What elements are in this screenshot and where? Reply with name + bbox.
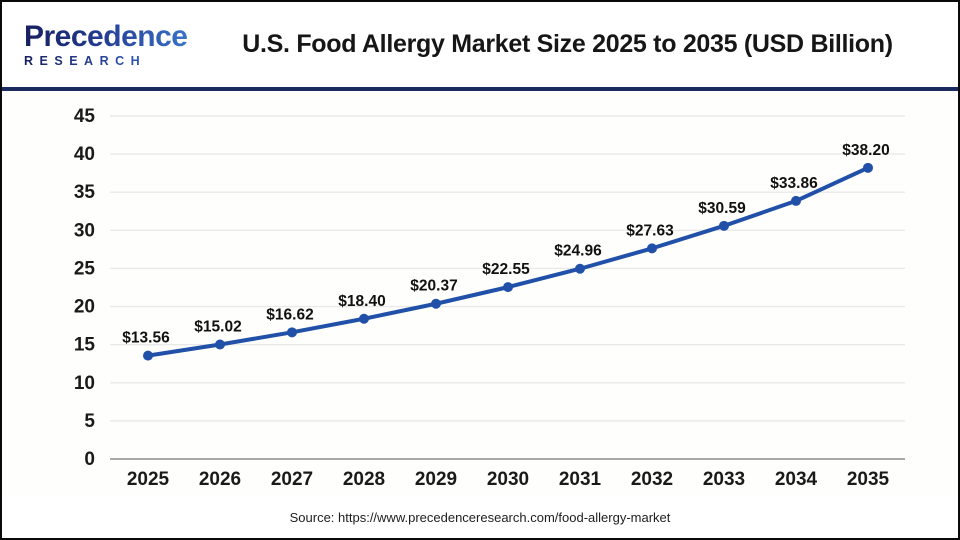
y-tick-label: 0 [84, 449, 95, 470]
data-point [719, 220, 729, 231]
x-tick-label: 2028 [343, 469, 385, 490]
data-point-label: $13.56 [122, 330, 170, 347]
data-point [143, 350, 153, 361]
data-point [791, 195, 801, 206]
y-tick-label: 20 [74, 297, 95, 318]
y-tick-label: 5 [84, 411, 95, 432]
y-tick-label: 30 [74, 220, 95, 241]
y-tick-label: 40 [74, 144, 95, 165]
x-tick-label: 2033 [703, 469, 745, 490]
data-point [863, 162, 873, 173]
data-point-label: $24.96 [554, 243, 602, 260]
chart-title: U.S. Food Allergy Market Size 2025 to 20… [242, 30, 893, 58]
data-point [215, 339, 225, 350]
x-tick-label: 2032 [631, 469, 673, 490]
data-point-label: $33.86 [770, 175, 818, 192]
x-tick-label: 2029 [415, 469, 457, 490]
data-point-label: $15.02 [194, 319, 241, 336]
data-point [287, 327, 297, 338]
x-tick-label: 2035 [847, 469, 890, 490]
chart-area: 0 5 10 15 20 25 30 35 40 45 $13.56 2025 $15.02 2026 $1… [2, 91, 958, 497]
data-point-label: $22.55 [482, 261, 530, 278]
line-chart: 051015202530354045$13.562025$15.022026$1… [74, 106, 905, 490]
data-point-label: $16.62 [266, 306, 313, 323]
source-text: Source: https://www.precedenceresearch.c… [289, 510, 671, 525]
x-tick-label: 2034 [775, 469, 818, 490]
data-point-label: $30.59 [698, 200, 746, 217]
y-tick-label: 35 [74, 182, 96, 203]
data-point-label: $20.37 [410, 278, 457, 295]
header: Precedence RESEARCH U.S. Food Allergy Ma… [2, 2, 958, 87]
data-point [359, 313, 369, 324]
data-point-label: $18.40 [338, 293, 385, 310]
x-tick-label: 2027 [271, 469, 313, 490]
data-point [647, 243, 657, 254]
data-point-label: $27.63 [626, 222, 674, 239]
logo-brand-text: Precedence [24, 21, 207, 52]
y-tick-label: 10 [74, 373, 95, 394]
data-point [431, 298, 441, 309]
header-divider [2, 87, 958, 91]
x-tick-label: 2025 [127, 469, 170, 490]
x-tick-label: 2031 [559, 469, 602, 490]
x-tick-label: 2030 [487, 469, 529, 490]
data-point-label: $38.20 [842, 142, 889, 159]
footer: Source: https://www.precedenceresearch.c… [2, 497, 958, 538]
x-tick-label: 2026 [199, 469, 241, 490]
precedence-research-logo: Precedence RESEARCH [2, 21, 207, 68]
y-tick-label: 15 [74, 335, 96, 356]
logo-sub-text: RESEARCH [24, 55, 207, 68]
y-tick-label: 25 [74, 258, 96, 279]
data-point [503, 282, 513, 293]
data-point [575, 263, 585, 274]
y-tick-label: 45 [74, 106, 96, 127]
